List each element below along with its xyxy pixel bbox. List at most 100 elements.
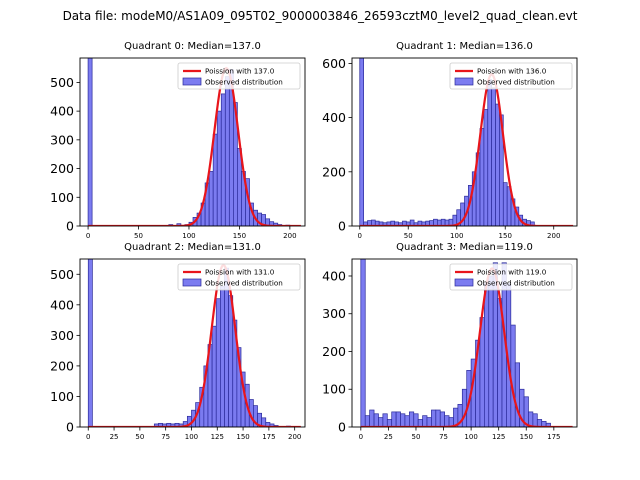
x-tick-label: 50 [134,232,143,240]
histogram-bar [479,128,485,226]
histogram-bar [413,413,419,427]
legend-label-observed: Observed distribution [205,279,283,288]
histogram-bar [431,409,437,427]
histogram-bar [495,103,500,226]
histogram-bar [497,298,503,427]
legend-label-poisson: Poission with 119.0 [477,268,547,277]
panel-quadrant-2: Quadrant 2: Median=131.00100200300400500… [50,242,306,441]
histogram-bar [360,259,366,427]
x-tick-label: 200 [288,433,301,441]
y-tick-label: 0 [66,420,74,435]
histogram-bar [211,325,217,427]
legend-box [177,263,301,291]
histogram-bar [224,76,230,226]
histogram-bar [220,93,226,226]
histogram-bar [391,411,397,427]
histogram-bar [216,110,222,226]
y-tick-label: 100 [50,389,74,404]
axes-frame [79,258,306,428]
histogram-bar [359,58,364,226]
legend-label-poisson: Poission with 131.0 [205,268,275,277]
y-tick-label: 300 [50,328,74,343]
figure-title: Data file: modeM0/AS1A09_095T02_90000038… [63,9,578,23]
y-tick-label: 300 [322,306,346,321]
histogram-bar [215,298,221,427]
x-tick-label: 0 [358,232,362,240]
x-tick-label: 200 [547,232,560,240]
axes-frame [351,57,578,227]
y-tick-label: 200 [322,164,346,179]
histogram-bar [484,283,490,427]
histogram-bar [228,295,234,427]
histogram-bar [514,362,520,427]
x-tick-label: 50 [404,232,413,240]
legend-bar-swatch [182,278,202,287]
x-tick-label: 100 [464,433,477,441]
y-tick-label: 200 [322,344,346,359]
x-tick-label: 75 [439,433,448,441]
x-tick-label: 175 [262,433,275,441]
x-tick-label: 125 [492,433,505,441]
histogram-bar [212,133,218,226]
histogram-bar [404,415,410,427]
histogram-bar [386,419,393,427]
y-tick-label: 500 [50,75,74,90]
histogram-bar [417,419,423,427]
x-tick-label: 75 [161,433,170,441]
histogram-bar [444,415,450,427]
x-tick-label: 0 [86,232,90,240]
histogram-bar [400,413,406,427]
histogram-bar [502,182,508,226]
x-tick-label: 150 [520,433,533,441]
legend-box [449,263,573,291]
histogram-bar [461,388,468,427]
y-tick-label: 200 [50,161,74,176]
histogram-bar [510,324,516,427]
histogram-bar [532,413,538,427]
legend-label-poisson: Poission with 136.0 [477,67,547,76]
histogram-bar [488,275,494,427]
histogram-bar [491,87,496,226]
y-tick-label: 200 [50,358,74,373]
x-tick-label: 200 [283,232,296,240]
y-tick-label: 0 [338,219,346,234]
y-tick-label: 100 [50,190,74,205]
y-tick-label: 600 [322,56,346,71]
axes-frame [79,57,306,227]
histogram-bar [224,267,229,427]
x-tick-label: 100 [450,232,463,240]
histogram-bar [87,259,93,427]
x-tick-label: 150 [236,433,249,441]
x-tick-label: 50 [412,433,421,441]
y-tick-label: 400 [322,268,346,283]
histogram-bar [483,109,489,226]
legend-bar-swatch [454,77,474,86]
histogram-bar [439,411,445,427]
legend: Poission with 131.0 Observed distribution [177,263,301,291]
y-tick-label: 400 [50,297,74,312]
histogram-bar [373,413,379,427]
legend: Poission with 119.0 Observed distribution [449,263,573,291]
x-tick-label: 100 [185,433,198,441]
legend-label-observed: Observed distribution [477,279,555,288]
y-tick-label: 0 [66,219,74,234]
histogram-bar [422,415,428,427]
histogram-bar [382,413,388,427]
x-tick-label: 125 [211,433,224,441]
x-tick-label: 0 [86,433,90,441]
panel-quadrant-3: Quadrant 3: Median=119.0 0 100 200 300 400 0 25… [322,242,578,441]
histogram-bar [364,415,370,427]
x-tick-label: 0 [359,433,363,441]
histogram-bar [435,409,441,427]
x-tick-label: 50 [135,433,144,441]
histogram-bar [487,79,493,226]
y-tick-label: 400 [50,104,74,119]
panel-title: Quadrant 2: Median=131.0 [124,242,261,253]
legend-box [449,62,573,90]
histogram-bar [395,411,401,427]
histogram-bar [530,221,535,226]
histogram-bar [369,409,375,427]
x-tick-label: 150 [499,232,512,240]
histogram-bar [87,58,93,226]
